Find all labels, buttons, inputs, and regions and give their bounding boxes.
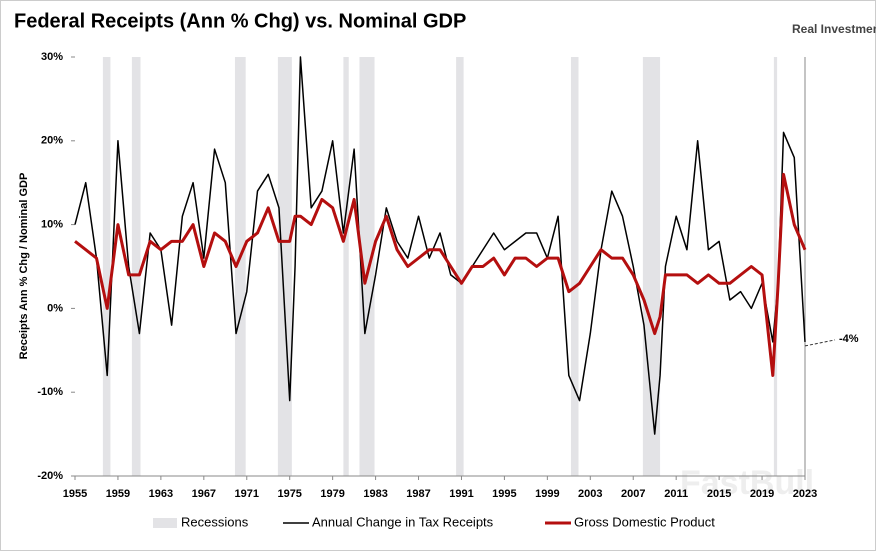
recession-band [234,57,246,476]
y-tick-label: -10% [37,386,63,398]
y-tick-label: 30% [41,51,63,63]
series-line [74,172,807,377]
x-tick-label: 1999 [535,488,559,500]
y-axis-label: Receipts Ann % Chg / Nominal GDP [18,173,30,360]
x-tick-label: 2019 [750,488,774,500]
x-tick-label: 2011 [664,488,688,500]
x-tick-label: 1995 [492,488,516,500]
x-tick-label: 1971 [235,488,259,500]
legend-label: Annual Change in Tax Receipts [312,514,494,529]
x-tick-label: 1979 [320,488,344,500]
x-tick-label: 1983 [363,488,387,500]
x-tick-label: 2023 [793,488,817,500]
x-tick-label: 1987 [406,488,430,500]
annotation: -4% [839,333,859,345]
y-tick-label: 10% [41,219,63,231]
recession-band [277,57,292,476]
source-logo: Real Investment Advice [792,22,876,36]
recession-band [642,57,661,476]
legend-label: Gross Domestic Product [574,514,715,529]
legend-swatch [153,518,177,528]
x-tick-label: 1963 [149,488,173,500]
recession-band [102,57,111,476]
x-tick-label: 1975 [277,488,301,500]
y-tick-label: -20% [37,470,63,482]
recession-band [343,57,349,476]
recession-band [773,57,778,476]
recession-band [456,57,464,476]
x-tick-label: 2015 [707,488,731,500]
recession-band [570,57,579,476]
watermark: FastBull [680,464,814,502]
recession-band [131,57,141,476]
x-tick-label: 1959 [106,488,130,500]
x-tick-label: 1955 [63,488,87,500]
x-tick-label: 1967 [192,488,216,500]
y-tick-label: 20% [41,135,63,147]
recession-band [359,57,375,476]
annotation-leader [804,339,836,347]
series-line [74,56,806,435]
y-tick-label: 0% [47,302,63,314]
x-tick-label: 1991 [449,488,473,500]
x-tick-label: 2003 [578,488,602,500]
chart-title: Federal Receipts (Ann % Chg) vs. Nominal… [14,10,466,32]
x-tick-label: 2007 [621,488,645,500]
legend-label: Recessions [181,514,249,529]
